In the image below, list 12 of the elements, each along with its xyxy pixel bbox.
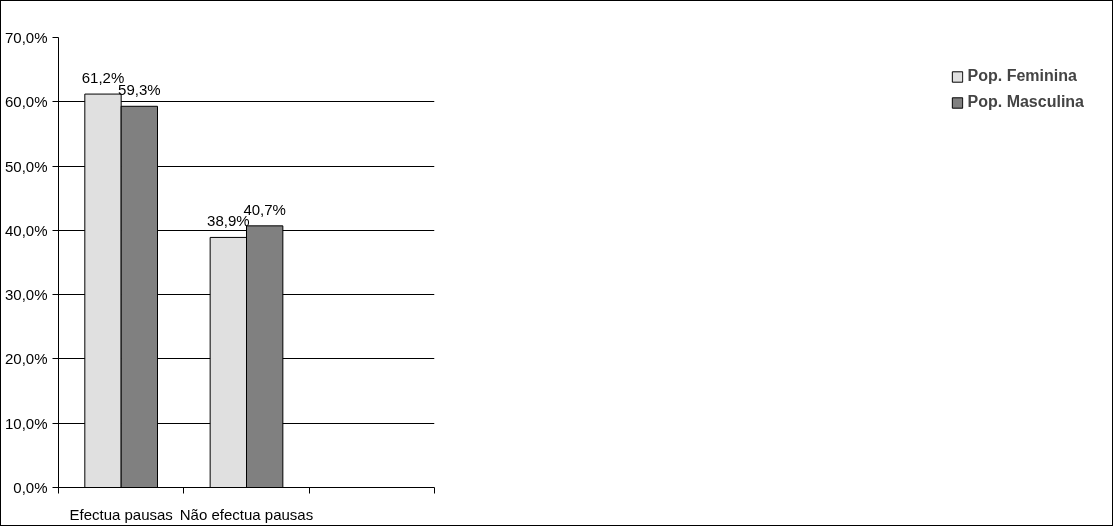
x-tick-label: Efectua pausas bbox=[69, 505, 173, 523]
y-tick-label: 20,0% bbox=[4, 350, 48, 368]
y-tick-label: 0,0% bbox=[13, 479, 48, 496]
legend-label: Pop. Masculina bbox=[967, 93, 1084, 111]
y-tick-label: 70,0% bbox=[4, 29, 48, 46]
y-tick-label: 10,0% bbox=[4, 414, 48, 432]
y-tick-label: 60,0% bbox=[4, 93, 48, 111]
legend-label: Pop. Feminina bbox=[967, 67, 1077, 85]
y-tick-label: 50,0% bbox=[4, 157, 48, 175]
x-tick-label: Não efectua pausas bbox=[179, 505, 314, 523]
y-tick-label: 30,0% bbox=[4, 286, 48, 304]
y-tick-label: 40,0% bbox=[4, 221, 48, 239]
